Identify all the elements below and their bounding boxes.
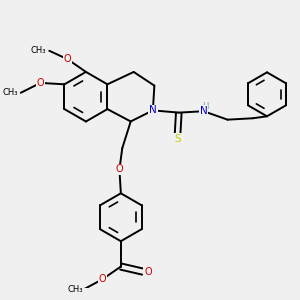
Text: O: O xyxy=(99,274,106,284)
Text: CH₃: CH₃ xyxy=(31,46,46,55)
Text: N: N xyxy=(200,106,208,116)
Text: O: O xyxy=(116,164,123,174)
Text: O: O xyxy=(37,78,44,88)
Text: H: H xyxy=(202,102,208,111)
Text: CH₃: CH₃ xyxy=(2,88,18,97)
Text: S: S xyxy=(174,134,181,144)
Text: O: O xyxy=(144,267,152,277)
Text: N: N xyxy=(149,105,157,116)
Text: O: O xyxy=(64,54,71,64)
Text: CH₃: CH₃ xyxy=(67,285,83,294)
